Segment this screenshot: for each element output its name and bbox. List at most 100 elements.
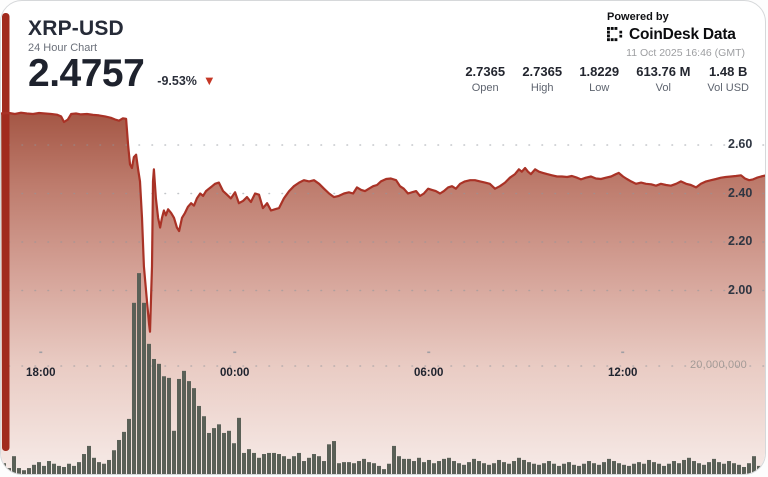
- stat-high-value: 2.7365: [522, 64, 563, 79]
- volume-bar: [677, 463, 681, 474]
- header-right: Powered by CoinDesk Data 11 Oct 2025 16:…: [607, 11, 745, 59]
- volume-bar: [257, 457, 261, 474]
- volume-bar: [557, 465, 561, 474]
- volume-bar: [717, 462, 721, 474]
- volume-bar: [692, 461, 696, 474]
- stat-vol-label: Vol: [655, 82, 671, 94]
- volume-bar: [352, 463, 356, 474]
- volume-bar: [537, 464, 541, 474]
- volume-bar: [337, 463, 341, 474]
- volume-bar: [357, 461, 361, 474]
- stat-high-label: High: [530, 82, 554, 94]
- volume-bar: [737, 464, 741, 474]
- stat-vol: 613.76 M Vol: [636, 64, 690, 94]
- volume-bar: [87, 445, 91, 474]
- chart-left-edge: [2, 13, 10, 451]
- volume-bar: [362, 458, 366, 474]
- volume-bar: [277, 454, 281, 474]
- volume-bar: [497, 459, 501, 474]
- volume-bar: [682, 459, 686, 474]
- x-axis-tick: [39, 351, 43, 354]
- y-axis-label: 2.20: [728, 234, 753, 248]
- volume-bar: [652, 462, 656, 474]
- coindesk-logo-icon: [607, 26, 623, 41]
- volume-bar: [12, 456, 16, 474]
- volume-bar: [77, 462, 81, 474]
- brand-name-coindesk: CoinDesk: [629, 26, 699, 43]
- volume-bar: [297, 452, 301, 474]
- volume-bar: [157, 363, 161, 474]
- page-title: XRP-USD: [28, 17, 124, 40]
- volume-bar: [572, 464, 576, 474]
- volume-bar: [137, 273, 141, 474]
- header-left: XRP-USD 24 Hour Chart: [28, 17, 124, 54]
- volume-bar: [752, 456, 756, 474]
- timestamp: 11 Oct 2025 16:46 (GMT): [626, 47, 745, 59]
- volume-bar: [242, 452, 246, 474]
- volume-bar: [587, 461, 591, 474]
- price-change: -9.53% ▼: [157, 74, 215, 88]
- volume-bar: [97, 462, 101, 474]
- volume-bar: [432, 463, 436, 474]
- price-row: 2.4757 -9.53% ▼: [28, 53, 216, 95]
- volume-bar: [152, 358, 156, 474]
- volume-bar: [387, 463, 391, 474]
- volume-bar: [347, 462, 351, 474]
- volume-bar: [342, 462, 346, 474]
- volume-bar: [472, 458, 476, 474]
- volume-bar: [702, 464, 706, 474]
- x-axis-label: 06:00: [414, 367, 444, 379]
- stat-low-value: 1.8229: [579, 64, 620, 79]
- volume-bar: [562, 463, 566, 474]
- volume-bar: [37, 462, 41, 474]
- coindesk-data-logo[interactable]: CoinDesk Data: [607, 26, 745, 44]
- volume-bar: [232, 443, 236, 474]
- volume-bar: [597, 464, 601, 474]
- volume-bar: [742, 466, 746, 474]
- volume-bar: [307, 457, 311, 474]
- volume-bar: [762, 468, 765, 474]
- volume-bar: [132, 302, 136, 474]
- volume-bar: [262, 454, 266, 474]
- volume-bar: [392, 445, 396, 474]
- volume-bar: [332, 441, 336, 474]
- volume-bar: [467, 462, 471, 474]
- volume-bar: [462, 464, 466, 474]
- ohlc-stats-row: 2.7365 Open 2.7365 High 1.8229 Low 613.7…: [465, 64, 749, 94]
- volume-axis-label: 20,000,000: [689, 359, 747, 371]
- volume-bar: [272, 452, 276, 474]
- volume-bar: [507, 463, 511, 474]
- y-axis-label: 2.60: [728, 137, 753, 151]
- volume-bar: [427, 459, 431, 474]
- x-axis-tick: [233, 351, 237, 354]
- y-axis-label: 2.00: [728, 282, 753, 297]
- volume-bar: [252, 452, 256, 474]
- volume-bar: [577, 465, 581, 474]
- volume-bar: [187, 381, 191, 474]
- volume-bar: [107, 459, 111, 474]
- volume-bars: [2, 273, 765, 474]
- volume-bar: [212, 428, 216, 474]
- volume-bar: [747, 463, 751, 474]
- powered-by-label: Powered by: [607, 11, 669, 23]
- volume-bar: [642, 463, 646, 474]
- volume-bar: [17, 468, 21, 474]
- volume-bar: [712, 458, 716, 474]
- volume-bar: [57, 465, 61, 474]
- volume-bar: [202, 416, 206, 474]
- x-axis-tick: [427, 351, 431, 354]
- x-axis-label: 00:00: [220, 367, 250, 379]
- volume-bar: [227, 430, 231, 474]
- volume-bar: [142, 302, 146, 474]
- volume-bar: [687, 457, 691, 474]
- volume-bar: [102, 463, 106, 474]
- volume-bar: [412, 461, 416, 474]
- volume-bar: [147, 343, 151, 474]
- stat-open: 2.7365 Open: [465, 64, 505, 94]
- volume-bar: [407, 458, 411, 474]
- volume-bar: [267, 452, 271, 474]
- volume-bar: [92, 457, 96, 474]
- volume-bar: [27, 468, 31, 474]
- volume-bar: [547, 461, 551, 474]
